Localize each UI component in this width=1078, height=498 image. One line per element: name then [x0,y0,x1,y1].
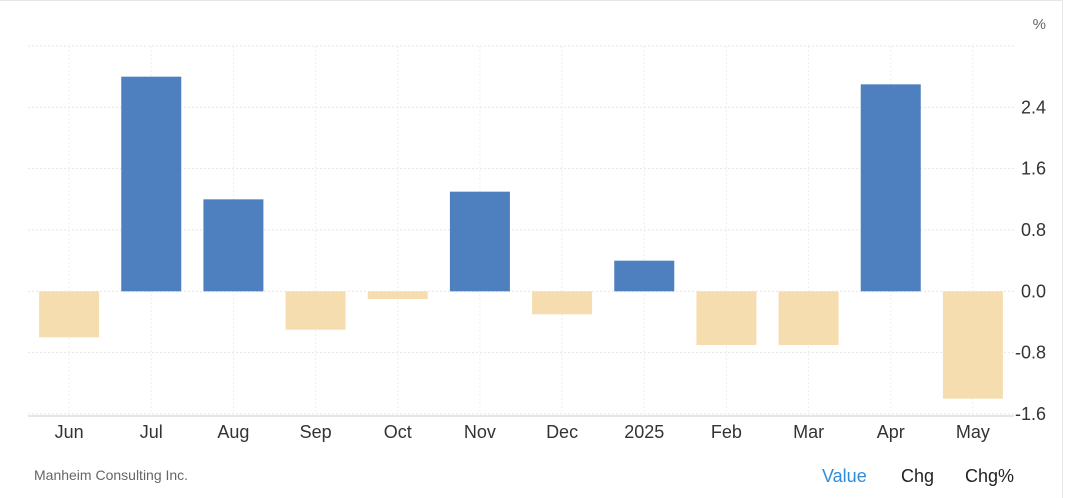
bar-Oct [367,291,428,299]
bar-Dec [532,291,593,315]
bar-Feb [696,291,757,345]
y-tick-label: 0.8 [1021,220,1046,240]
y-tick-label: 2.4 [1021,97,1046,117]
y-tick-label: 0.0 [1021,281,1046,301]
bar-Mar [778,291,839,345]
bar-Jul [121,76,182,292]
bar-Apr [860,84,921,292]
x-tick-label: Dec [546,422,578,442]
bar-Jun [39,291,100,338]
frame-top-border [0,0,1063,1]
bar-2025 [614,260,675,292]
x-tick-label: Sep [300,422,332,442]
x-tick-label: Apr [877,422,905,442]
x-tick-label: Jul [140,422,163,442]
x-tick-label: Oct [384,422,412,442]
y-tick-label: 1.6 [1021,159,1046,179]
source-label: Manheim Consulting Inc. [34,467,189,483]
frame-right-border [1062,0,1063,498]
y-tick-label: -1.6 [1015,404,1046,424]
x-tick-label: May [956,422,990,442]
x-tick-label: Feb [711,422,742,442]
x-tick-label: Nov [464,422,496,442]
x-tick-label: Mar [793,422,824,442]
bar-chart: Jun Jul Aug Sep Oct Nov Dec 2025 Feb Mar Apr May -1.… [28,16,1046,442]
y-tick-label: -0.8 [1015,343,1046,363]
value-button[interactable]: Value [822,466,867,486]
x-tick-label: Jun [55,422,84,442]
bar-Sep [285,291,346,330]
x-tick-label: 2025 [624,422,664,442]
bar-May [942,291,1003,399]
bar-Nov [449,191,510,292]
bar-Aug [203,199,264,292]
chg-button[interactable]: Chg [901,466,935,486]
chg-percent-button[interactable]: Chg% [965,466,1015,486]
x-tick-label: Aug [217,422,249,442]
unit-label: % [1033,16,1046,33]
